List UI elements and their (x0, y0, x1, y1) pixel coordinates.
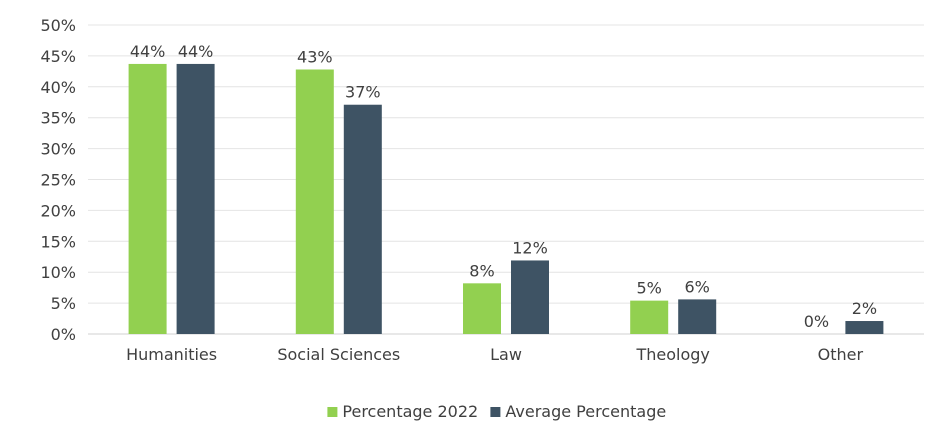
gridlines (88, 24, 924, 335)
bar-average-percentage (176, 63, 215, 335)
data-label: 44% (178, 42, 214, 61)
legend-label: Average Percentage (505, 402, 666, 421)
y-tick-label: 25% (40, 171, 76, 190)
y-tick-label: 15% (40, 232, 76, 251)
bar-average-percentage (845, 321, 884, 334)
bar-average-percentage (678, 299, 717, 334)
data-label: 6% (685, 277, 710, 296)
y-axis-ticks: 0% 5% 10% 15% 20% 25% 30% 35% 40% 45% 50% (40, 16, 76, 344)
data-label: 12% (512, 238, 548, 257)
y-tick-label: 35% (40, 109, 76, 128)
category-labels: Humanities Social Sciences Law Theology Othe… (126, 345, 863, 364)
data-label: 5% (637, 279, 662, 298)
bar-percentage-2022 (463, 283, 501, 334)
data-labels: 44% 44% 43% 37% 8% 12% 5% 6% 0% 2% (130, 42, 877, 331)
data-label: 2% (852, 299, 877, 318)
y-tick-label: 20% (40, 201, 76, 220)
legend-swatch (327, 407, 338, 417)
bars (128, 63, 884, 335)
category-label: Social Sciences (277, 345, 400, 364)
legend-swatch (490, 407, 501, 417)
data-label: 0% (804, 312, 829, 331)
y-tick-label: 0% (51, 325, 76, 344)
bar-percentage-2022 (128, 63, 167, 335)
legend-label: Percentage 2022 (342, 402, 478, 421)
data-label: 37% (345, 83, 381, 102)
bar-percentage-2022 (630, 300, 669, 334)
data-label: 44% (130, 42, 166, 61)
y-tick-label: 30% (40, 140, 76, 159)
bar-average-percentage (343, 104, 382, 334)
category-label: Law (490, 345, 522, 364)
y-tick-label: 50% (40, 16, 76, 35)
bar-percentage-2022 (295, 69, 334, 334)
y-tick-label: 10% (40, 263, 76, 282)
data-label: 8% (469, 261, 494, 280)
category-label: Theology (635, 345, 709, 364)
y-tick-label: 40% (40, 78, 76, 97)
y-tick-label: 5% (51, 294, 76, 313)
data-label: 43% (297, 47, 333, 66)
legend: Percentage 2022 Average Percentage (327, 402, 666, 421)
y-tick-label: 45% (40, 47, 76, 66)
bar-average-percentage (511, 260, 549, 334)
category-label: Other (818, 345, 864, 364)
category-label: Humanities (126, 345, 217, 364)
